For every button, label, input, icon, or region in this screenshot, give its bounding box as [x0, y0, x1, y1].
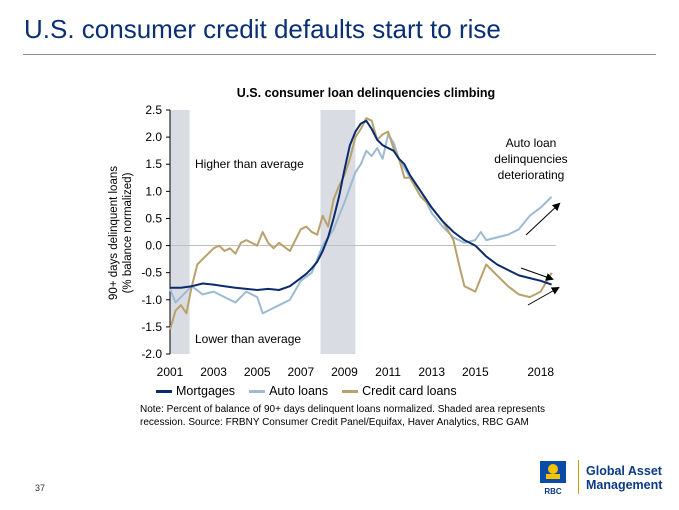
x-tick-label: 2003 — [200, 365, 227, 379]
rbc-brand-text: RBC — [544, 487, 562, 496]
annotation-auto-line2: delinquencies — [494, 152, 567, 166]
y-tick-label: 0.0 — [145, 239, 162, 253]
legend-label-auto-loans: Auto loans — [269, 384, 329, 398]
y-tick-label: 1.0 — [145, 184, 162, 198]
legend-label-mortgages: Mortgages — [176, 384, 236, 398]
legend-swatch-credit-card-loans — [342, 389, 359, 393]
series-line-mortgages — [170, 119, 552, 291]
y-tick-label: -2.0 — [141, 347, 162, 361]
y-tick-label: 0.5 — [145, 211, 162, 225]
title-divider — [23, 54, 656, 55]
logo-line2: Management — [586, 478, 663, 492]
x-tick-label: 2007 — [287, 365, 314, 379]
y-tick-label: 2.0 — [145, 130, 162, 144]
legend-swatch-auto-loans — [249, 389, 266, 393]
legend-label-credit-card-loans: Credit card loans — [362, 384, 457, 398]
y-tick-label: -1.5 — [141, 320, 162, 334]
page-number: 37 — [35, 483, 46, 493]
arrow-auto-up — [525, 202, 561, 236]
x-tick-label: 2011 — [375, 365, 401, 379]
axes: -2.0 -1.5 -1.0 -0.5 0.0 0.5 1.0 1.5 2.0 2.5 2001 20… — [141, 103, 554, 379]
legend-item-credit-card-loans: Credit card loans — [342, 384, 457, 398]
y-axis-label-line2: (% balance normalized) — [122, 172, 134, 293]
x-tick-label: 2005 — [244, 365, 271, 379]
y-tick-label: 2.5 — [145, 103, 162, 117]
annotation-lower-than-average: Lower than average — [195, 332, 301, 346]
recession-bands — [170, 110, 356, 354]
x-tick-label: 2013 — [418, 365, 445, 379]
rbc-logo: RBC — [540, 461, 566, 496]
annotation-higher-than-average: Higher than average — [195, 157, 304, 171]
x-tick-label: 2001 — [157, 365, 184, 379]
logo-line1: Global Asset — [586, 464, 662, 478]
series-lines — [169, 117, 553, 330]
x-tick-label: 2009 — [331, 365, 358, 379]
y-tick-label: 1.5 — [145, 157, 162, 171]
series-line-credit — [169, 117, 553, 330]
y-tick-label: -0.5 — [141, 266, 162, 280]
source-note: Note: Percent of balance of 90+ days del… — [140, 404, 545, 428]
x-tick-label: 2018 — [527, 365, 554, 379]
legend-item-mortgages: Mortgages — [156, 384, 235, 398]
chart-legend: Mortgages Auto loans Credit card loans — [156, 384, 457, 398]
chart-title: U.S. consumer loan delinquencies climbin… — [237, 86, 495, 100]
y-axis-label-line1: 90+ days delinquent loans — [108, 166, 120, 300]
arrow-mortgage — [520, 267, 554, 281]
logo-text: Global Asset Management — [586, 464, 662, 492]
annotation-auto-line1: Auto loan — [506, 136, 557, 150]
annotation-auto-line3: deteriorating — [498, 168, 565, 182]
x-tick-label: 2015 — [462, 365, 489, 379]
arrow-credit — [527, 287, 560, 306]
series-line-auto — [169, 133, 553, 315]
legend-item-auto-loans: Auto loans — [249, 384, 328, 398]
legend-swatch-mortgages — [156, 389, 172, 393]
y-tick-label: -1.0 — [141, 293, 162, 307]
slide-title: U.S. consumer credit defaults start to r… — [24, 14, 501, 44]
logo-divider — [578, 460, 579, 494]
